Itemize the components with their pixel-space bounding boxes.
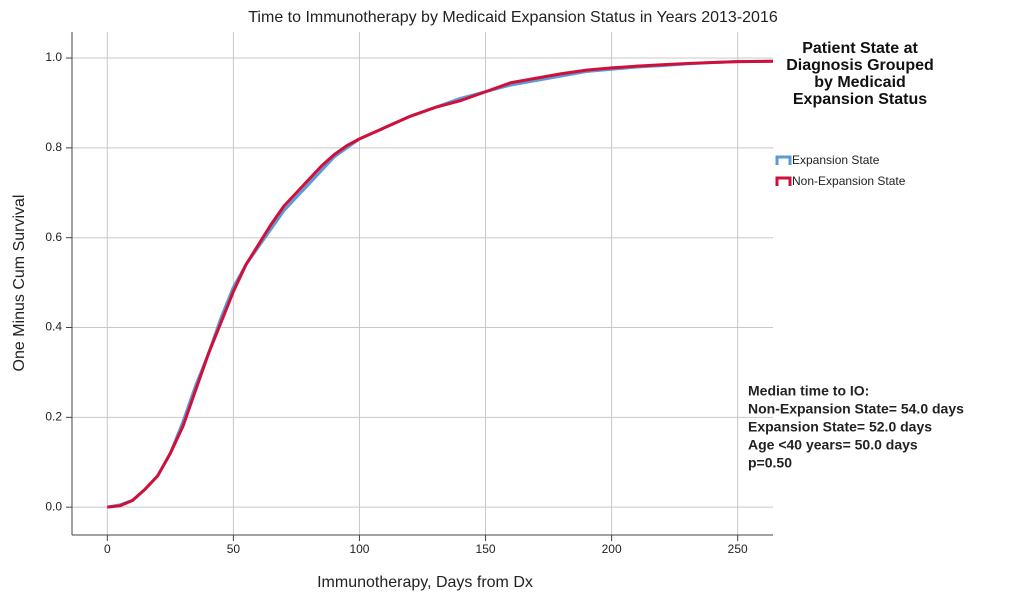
series-line	[107, 59, 774, 509]
x-tick-label: 150	[476, 542, 496, 556]
annotation: p=0.50	[748, 455, 792, 471]
legend-swatch	[775, 155, 792, 165]
legend-swatch	[775, 176, 792, 186]
x-tick-label: 50	[227, 542, 241, 556]
y-tick-label: 0.4	[45, 320, 62, 334]
y-tick-label: 0.0	[45, 499, 62, 513]
y-tick-label: 1.0	[45, 50, 62, 64]
legend-label: Non-Expansion State	[792, 174, 906, 188]
x-tick-label: 100	[349, 542, 369, 556]
y-tick-label: 0.6	[45, 230, 62, 244]
y-tick-label: 0.2	[45, 410, 62, 424]
legend-title: Patient State at Diagnosis Grouped by Me…	[786, 40, 934, 108]
annotation: Expansion State= 52.0 days	[748, 419, 932, 435]
annotation: Age <40 years= 50.0 days	[748, 437, 918, 453]
y-axis-label: One Minus Cum Survival	[11, 195, 28, 372]
legend-label: Expansion State	[792, 153, 880, 167]
chart-title: Time to Immunotherapy by Medicaid Expans…	[248, 9, 778, 26]
x-axis-label: Immunotherapy, Days from Dx	[317, 574, 533, 591]
series-line	[107, 59, 774, 509]
annotation: Median time to IO:	[748, 383, 869, 399]
x-tick-label: 0	[104, 542, 111, 556]
x-tick-label: 250	[728, 542, 748, 556]
y-tick-label: 0.8	[45, 140, 62, 154]
annotation: Non-Expansion State= 54.0 days	[748, 401, 964, 417]
x-tick-label: 200	[602, 542, 622, 556]
